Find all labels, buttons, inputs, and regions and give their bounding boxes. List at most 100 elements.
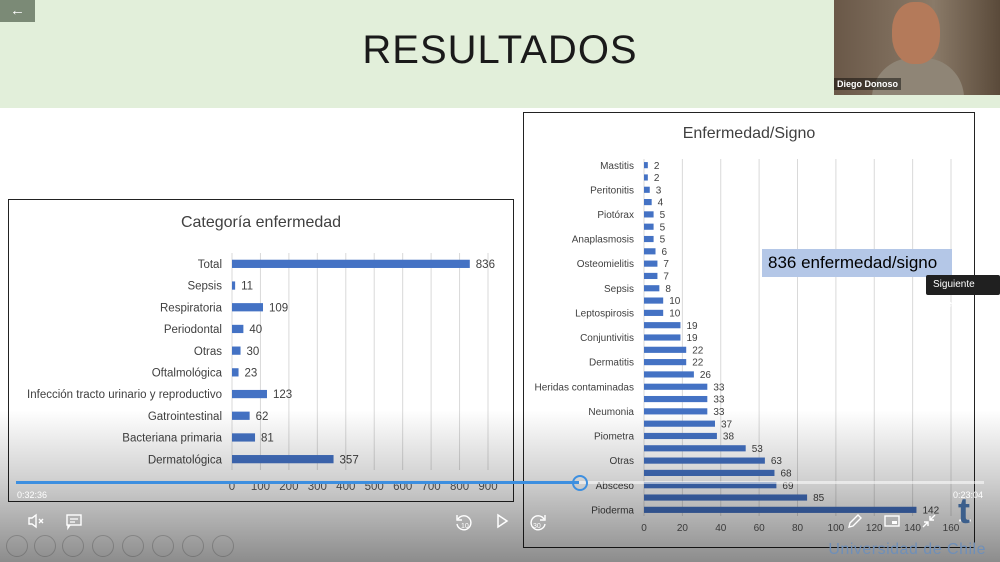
category-chart-bar xyxy=(232,346,241,355)
captions-icon[interactable] xyxy=(62,511,86,537)
disease-sign-chart-tick-label: 0 xyxy=(641,523,647,534)
mute-icon[interactable] xyxy=(24,511,48,537)
disease-sign-chart-bar xyxy=(644,322,681,329)
category-chart-category-label: Respiratoria xyxy=(160,302,223,314)
category-chart-category-label: Otras xyxy=(194,346,222,358)
disease-sign-chart-data-label: 33 xyxy=(713,395,725,406)
disease-sign-chart-bar xyxy=(644,162,648,169)
university-logo-text: Universidad de Chile xyxy=(828,541,986,558)
disease-sign-chart-category-label: Piometra xyxy=(594,432,634,443)
disease-sign-chart-bar xyxy=(644,482,777,489)
university-logo-mark: t xyxy=(958,490,970,531)
disease-sign-chart-bar xyxy=(644,445,746,452)
svg-text:10: 10 xyxy=(461,523,469,530)
disease-sign-chart-data-label: 7 xyxy=(663,272,669,283)
disease-sign-chart-data-label: 22 xyxy=(692,345,704,356)
disease-sign-chart-category-label: Conjuntivitis xyxy=(580,333,634,344)
disease-sign-chart-data-label: 7 xyxy=(663,259,669,270)
disease-sign-chart-data-label: 10 xyxy=(669,296,681,307)
category-chart-data-label: 11 xyxy=(241,281,253,293)
category-chart-bar xyxy=(232,324,244,334)
disease-sign-chart-bar xyxy=(644,420,715,427)
category-chart-data-label: 30 xyxy=(247,346,260,358)
disease-sign-chart-category-label: Neumonia xyxy=(588,407,634,418)
category-chart-tick-label: 800 xyxy=(450,481,469,493)
disease-sign-chart-bar xyxy=(644,395,708,403)
slide-header xyxy=(0,0,1000,108)
disease-sign-chart-data-label: 22 xyxy=(692,358,704,369)
disease-sign-chart-category-label: Anaplasmosis xyxy=(572,235,634,246)
disease-sign-chart-data-label: 2 xyxy=(654,161,660,172)
disease-sign-chart-bar xyxy=(644,309,664,316)
disease-sign-chart-bar xyxy=(644,469,775,476)
disease-sign-chart-bar xyxy=(644,199,652,206)
disease-sign-chart-data-label: 33 xyxy=(713,407,725,418)
faint-tool-8-icon xyxy=(212,535,234,557)
disease-sign-chart-bar xyxy=(644,457,765,464)
faint-tool-4-icon xyxy=(92,535,114,557)
category-chart-data-label: 109 xyxy=(269,302,288,314)
seek-bar-handle[interactable] xyxy=(572,475,589,491)
seek-bar-progress xyxy=(16,481,580,484)
disease-sign-chart-bar xyxy=(644,174,648,181)
more-icon[interactable]: ⋯ xyxy=(957,512,973,529)
category-chart-category-label: Periodontal xyxy=(164,324,222,336)
play-icon[interactable] xyxy=(490,511,514,537)
disease-sign-chart-title: Enfermedad/Signo xyxy=(682,125,816,142)
disease-sign-chart-data-label: 53 xyxy=(752,444,764,455)
category-chart-data-label: 40 xyxy=(249,324,262,336)
category-chart-bar xyxy=(232,281,236,290)
category-chart-bar xyxy=(232,303,264,312)
disease-sign-chart-category-label: Otras xyxy=(610,456,634,467)
miniplayer-icon[interactable] xyxy=(880,511,904,537)
faint-tool-1-icon xyxy=(6,535,28,557)
disease-sign-chart-category-label: Sepsis xyxy=(604,284,634,295)
disease-sign-chart-bar xyxy=(644,297,664,304)
category-chart-category-label: Dermatológica xyxy=(148,454,223,466)
rewind-10-icon[interactable]: 10 xyxy=(452,511,476,539)
disease-sign-chart-data-label: 5 xyxy=(660,235,666,246)
back-arrow-icon[interactable]: ← xyxy=(0,0,35,22)
category-chart-tick-label: 600 xyxy=(393,481,412,493)
disease-sign-chart-category-label: Absceso xyxy=(596,481,635,492)
category-chart-category-label: Infección tracto urinario y reproductivo xyxy=(27,389,222,401)
seek-bar[interactable] xyxy=(16,475,984,491)
elapsed-time: 0:32:36 xyxy=(17,490,48,500)
category-chart-category-label: Total xyxy=(198,259,222,271)
disease-sign-chart-data-label: 19 xyxy=(686,321,698,332)
disease-sign-chart-bar xyxy=(644,359,687,366)
faint-tool-2-icon xyxy=(34,535,56,557)
exit-fullscreen-icon[interactable] xyxy=(917,511,941,537)
disease-sign-chart-category-label: Pioderma xyxy=(591,505,634,516)
slide-title: RESULTADOS xyxy=(362,28,638,72)
disease-sign-chart-bar xyxy=(644,371,694,378)
disease-sign-chart-data-label: 37 xyxy=(721,419,733,430)
disease-sign-chart-bar xyxy=(644,211,654,218)
disease-sign-chart-data-label: 38 xyxy=(723,432,735,443)
disease-sign-chart-tick-label: 140 xyxy=(904,523,921,534)
disease-sign-chart-category-label: Leptospirosis xyxy=(575,308,634,319)
category-chart-category-label: Bacteriana primaria xyxy=(122,433,222,445)
disease-sign-chart-data-label: 142 xyxy=(922,505,939,516)
disease-sign-chart-bar xyxy=(644,408,708,415)
category-chart-bar xyxy=(232,411,250,420)
disease-sign-chart-data-label: 33 xyxy=(713,382,725,393)
category-chart-data-label: 23 xyxy=(245,367,258,379)
disease-sign-chart-data-label: 26 xyxy=(700,370,712,381)
category-chart-tick-label: 700 xyxy=(422,481,441,493)
disease-sign-chart-data-label: 69 xyxy=(782,481,794,492)
disease-sign-chart-bar xyxy=(644,272,658,280)
disease-sign-chart-data-label: 3 xyxy=(656,185,662,196)
faint-tool-5-icon xyxy=(122,535,144,557)
category-chart-tick-label: 200 xyxy=(279,481,298,493)
category-chart-bar xyxy=(232,259,470,268)
disease-sign-chart-tick-label: 40 xyxy=(715,523,727,534)
webcam-name-label: Diego Donoso xyxy=(834,78,901,90)
disease-sign-chart: Enfermedad/Signo 0 20 40 60 80 100 120 140 160 2 M… xyxy=(523,112,975,548)
forward-30-icon[interactable]: 30 xyxy=(526,511,550,539)
disease-sign-chart-tick-label: 160 xyxy=(943,523,960,534)
category-chart-category-label: Sepsis xyxy=(187,281,222,293)
faint-tool-6-icon xyxy=(152,535,174,557)
category-chart-plot: 0 100 200 300 400 500 600 700 800 900 836 Total 11 Se… xyxy=(27,253,498,493)
pen-icon[interactable] xyxy=(843,511,867,537)
